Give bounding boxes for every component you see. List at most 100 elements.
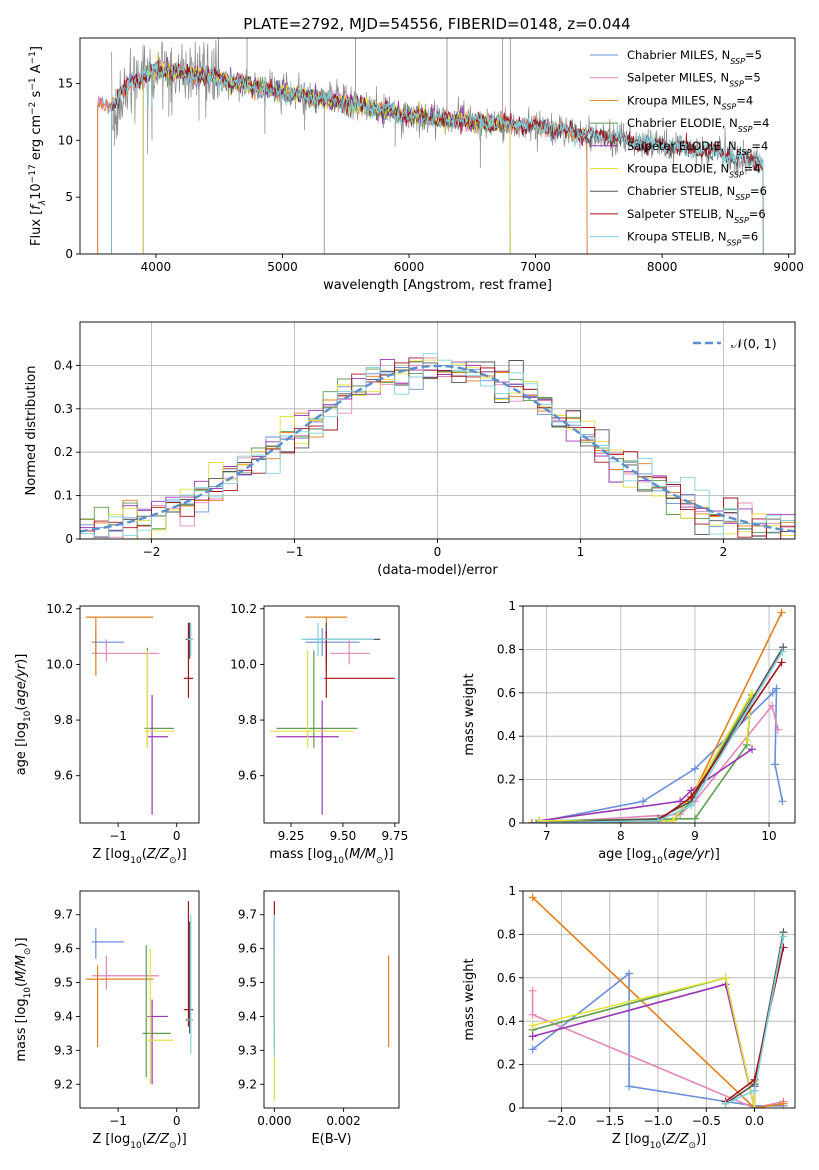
axes-frame <box>79 890 200 1109</box>
weight-marker <box>748 745 757 754</box>
y-tick-label: 9.6 <box>54 769 73 783</box>
x-axis-label: Z [log10(Z/Z⊙)] <box>92 1132 186 1151</box>
x-tick-label: 8 <box>617 829 625 843</box>
y-tick-label: 9.6 <box>238 769 257 783</box>
panel-weight-vs-age: 7 8 9 10 0 0.2 0.4 0.6 0.8 1 age [log10(age/yr)] ma… <box>462 599 796 866</box>
weight-marker <box>639 797 648 806</box>
y-tick-label: 5 <box>65 190 73 204</box>
y-axis-label: Normed distribution <box>24 366 39 496</box>
x-tick-label: 9 <box>691 829 699 843</box>
legend-label: Kroupa STELIB, NSSP=6 <box>627 230 758 248</box>
weight-marker <box>528 986 537 995</box>
legend: 𝒩(0, 1) <box>693 336 777 351</box>
weight-marker <box>687 792 696 801</box>
x-axis-label: (data-model)/error <box>377 563 498 578</box>
weight-marker <box>768 701 777 710</box>
x-tick-label: 5000 <box>267 260 298 274</box>
y-tick-label: 9.3 <box>54 1043 73 1057</box>
y-tick-label: 9.8 <box>238 713 257 727</box>
plot-area <box>528 893 788 1108</box>
y-tick-label: 9.4 <box>238 1009 257 1023</box>
weight-marker <box>777 658 786 667</box>
panel-mass-vs-EBV: 0.000 0.002 9.2 9.3 9.4 9.5 9.6 9.7 E(B-V) <box>238 890 400 1147</box>
weight-marker <box>528 1045 537 1054</box>
legend-label: 𝒩(0, 1) <box>731 336 777 351</box>
weight-marker <box>625 1082 634 1091</box>
x-tick-label: 6000 <box>394 260 425 274</box>
legend-label: Chabrier MILES, NSSP=5 <box>627 48 762 66</box>
weight-marker <box>779 932 788 941</box>
histogram-kroupa-stelib <box>80 353 795 539</box>
y-tick-label: 9.8 <box>54 713 73 727</box>
y-axis-label: mass [log10(M/M⊙)] <box>14 937 33 1061</box>
x-tick-label: 0.002 <box>326 1114 360 1128</box>
y-tick-label: 10.0 <box>46 657 73 671</box>
panel-weight-vs-Z: −2.0 −1.5 −1.0 −0.5 0.0 0 0.2 0.4 0.6 0.8 1 Z [log1… <box>462 884 796 1151</box>
weight-marker <box>768 688 777 697</box>
x-tick-label: 9.25 <box>278 829 305 843</box>
y-tick-label: 9.6 <box>238 942 257 956</box>
weight-line-salpeter-elodie <box>539 748 753 822</box>
x-tick-label: −1 <box>109 1114 127 1128</box>
x-tick-label: −1.0 <box>643 1114 672 1128</box>
weight-line-chabrier-stelib <box>535 646 784 823</box>
axes-frame <box>79 37 796 255</box>
y-tick-label: 1 <box>508 884 516 898</box>
x-tick-label: 8000 <box>647 260 678 274</box>
y-axis-label: mass weight <box>462 958 477 1040</box>
x-axis-label: wavelength [Angstrom, rest frame] <box>323 278 552 293</box>
weight-marker <box>779 1099 788 1108</box>
weight-marker <box>528 1010 537 1019</box>
axes-frame <box>79 605 200 824</box>
y-tick-label: 9.4 <box>54 1009 73 1023</box>
weight-marker <box>748 688 757 697</box>
x-tick-label: −2.0 <box>547 1114 576 1128</box>
weight-marker <box>690 764 699 773</box>
axes-frame <box>522 605 796 824</box>
weight-marker <box>527 819 536 823</box>
weight-marker <box>777 608 786 617</box>
y-tick-label: 0 <box>508 1101 516 1115</box>
y-tick-label: 1 <box>508 599 516 613</box>
weight-marker <box>750 1104 759 1108</box>
weight-marker <box>690 814 699 823</box>
weight-marker <box>772 684 781 693</box>
weight-marker <box>653 816 662 823</box>
weight-marker <box>668 816 677 823</box>
x-tick-label: 0 <box>173 829 181 843</box>
x-tick-label: 0 <box>434 545 442 559</box>
weight-marker <box>687 801 696 810</box>
panel-mass-vs-Z: −1 0 9.2 9.3 9.4 9.5 9.6 9.7 Z [log10(Z/Z⊙)] mass… <box>14 890 200 1151</box>
weight-line-chabrier-miles <box>532 971 784 1107</box>
y-tick-label: 9.2 <box>238 1077 257 1091</box>
x-tick-label: 1 <box>577 545 585 559</box>
weight-marker <box>750 1086 759 1095</box>
weight-marker <box>773 725 782 734</box>
plot-area <box>270 616 395 815</box>
weight-line-salpeter-miles <box>531 990 784 1108</box>
plot-area <box>85 901 194 1085</box>
y-tick-label: 0 <box>65 247 73 261</box>
legend-label: Salpeter MILES, NSSP=5 <box>627 71 761 89</box>
x-tick-label: −1.5 <box>595 1114 624 1128</box>
y-tick-label: 0.6 <box>497 686 516 700</box>
weight-marker <box>742 736 751 745</box>
plot-area <box>273 901 390 1102</box>
weight-marker <box>779 643 788 652</box>
x-tick-label: −0.5 <box>692 1114 721 1128</box>
weight-line-kroupa-stelib <box>535 651 784 823</box>
weight-marker <box>721 1099 730 1108</box>
histogram-salpeter-stelib <box>80 357 795 539</box>
axes-frame <box>522 890 796 1109</box>
y-tick-label: 0 <box>65 532 73 546</box>
normal-curve <box>80 364 795 533</box>
legend-label: Salpeter ELODIE, NSSP=4 <box>627 139 768 157</box>
x-tick-label: −2 <box>143 545 161 559</box>
y-tick-label: 0.2 <box>497 773 516 787</box>
y-tick-label: 10.2 <box>230 602 257 616</box>
weight-marker <box>625 969 634 978</box>
x-axis-label: mass [log10(M/M⊙)] <box>269 847 393 866</box>
x-tick-label: 9.50 <box>330 829 357 843</box>
x-axis-label: Z [log10(Z/Z⊙)] <box>92 847 186 866</box>
y-tick-label: 9.5 <box>54 976 73 990</box>
